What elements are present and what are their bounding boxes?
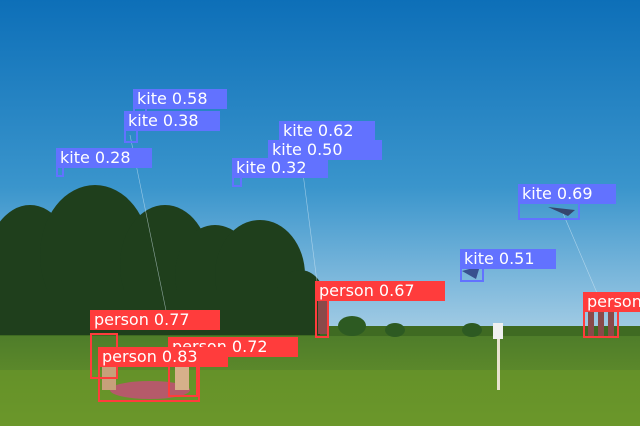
person-label: person 0.83 [98, 347, 228, 367]
kite-bbox [518, 202, 580, 220]
kite-label: kite 0.51 [460, 249, 556, 269]
sign [493, 323, 503, 339]
kite-shape [462, 266, 480, 279]
kite-label: kite 0.28 [56, 148, 152, 168]
tree-line [0, 185, 325, 335]
kite-label: kite 0.69 [518, 184, 616, 204]
person-bbox [315, 298, 329, 338]
person-bbox [583, 308, 619, 338]
kite-label: kite 0.38 [124, 111, 220, 131]
small-trees [338, 316, 482, 337]
people-silhouettes [102, 300, 614, 399]
person-label: person 0.67 [315, 281, 445, 301]
sign-post [497, 335, 500, 390]
person-label: person 0.77 [90, 310, 220, 330]
kite-label: kite 0.62 [279, 121, 375, 141]
kite-shape [548, 207, 575, 216]
kite-label: kite 0.50 [268, 140, 382, 160]
kite-label: kite 0.32 [232, 158, 328, 178]
kite-label: kite 0.58 [133, 89, 227, 109]
person-bbox [98, 364, 200, 402]
person-label: person [583, 292, 640, 312]
